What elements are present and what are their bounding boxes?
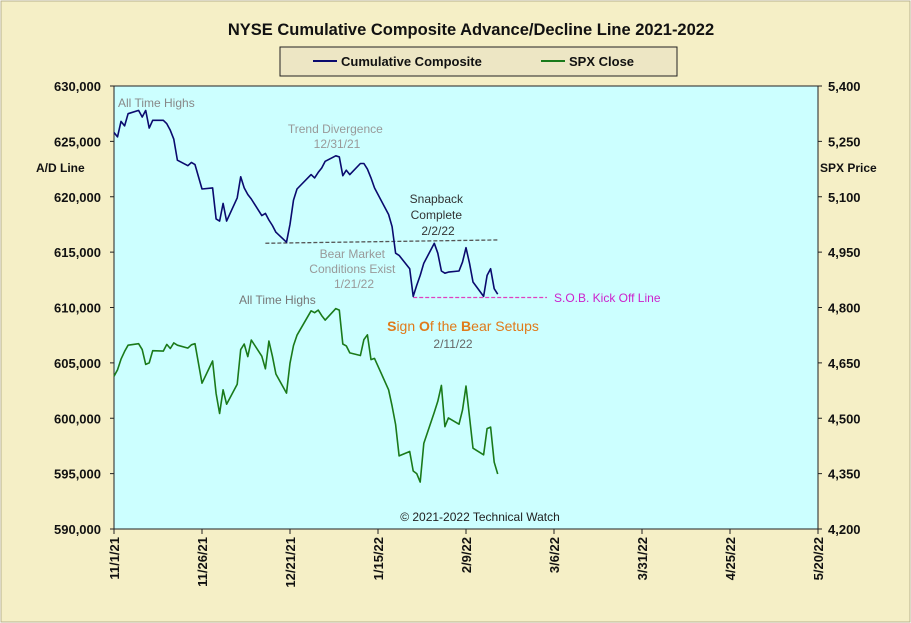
left-tick-label: 615,000 <box>54 245 101 260</box>
right-axis-label: SPX Price <box>820 161 877 175</box>
right-tick-label: 4,200 <box>828 522 861 537</box>
left-axis-ticks: 630,000 625,000 620,000 615,000 610,000 605,0… <box>54 79 114 537</box>
x-tick-label: 3/31/22 <box>635 537 650 580</box>
right-tick-label: 4,500 <box>828 411 861 426</box>
annotation-sob-kickoff-line: S.O.B. Kick Off Line <box>554 291 661 305</box>
left-tick-label: 630,000 <box>54 79 101 94</box>
right-tick-label: 5,100 <box>828 190 861 205</box>
left-tick-label: 610,000 <box>54 301 101 316</box>
annotations: All Time Highs Trend Divergence 12/31/21… <box>118 96 661 351</box>
sob-setups-seg: O <box>419 318 430 334</box>
left-axis-label: A/D Line <box>36 161 85 175</box>
right-tick-label: 4,650 <box>828 356 861 371</box>
left-tick-label: 625,000 <box>54 134 101 149</box>
sob-setups-seg: f the <box>430 318 461 334</box>
legend-label-composite: Cumulative Composite <box>341 54 482 69</box>
reference-lines <box>265 239 547 299</box>
sob-setups-seg: ign <box>396 318 419 334</box>
sob-setups-seg: B <box>461 318 471 334</box>
left-tick-label: 600,000 <box>54 411 101 426</box>
x-tick-label: 2/9/22 <box>459 537 474 573</box>
right-tick-label: 5,400 <box>828 79 861 94</box>
annotation-all-time-highs-mid: All Time Highs <box>239 293 316 307</box>
left-tick-label: 605,000 <box>54 356 101 371</box>
annotation-bear-market: Bear Market Conditions Exist 1/21/22 <box>309 247 398 291</box>
annotation-trend-divergence: Trend Divergence 12/31/21 <box>288 122 386 151</box>
series-line-cumulative-composite <box>113 109 499 298</box>
legend-label-spx: SPX Close <box>569 54 634 69</box>
right-tick-label: 4,950 <box>828 245 861 260</box>
series-lines <box>113 109 499 483</box>
left-tick-label: 590,000 <box>54 522 101 537</box>
sob-setups-seg: ear Setups <box>471 318 539 334</box>
x-tick-label: 5/20/22 <box>811 537 826 580</box>
series-line-spx-close <box>113 307 499 483</box>
x-tick-label: 11/1/21 <box>107 537 122 580</box>
right-axis-ticks: 5,400 5,250 5,100 4,950 4,800 4,650 4,500 4,350… <box>818 79 861 537</box>
x-tick-label: 1/15/22 <box>371 537 386 580</box>
annotation-sob-setups-date: 2/11/22 <box>433 337 472 351</box>
annotation-snapback: Snapback Complete 2/2/22 <box>410 192 467 238</box>
plot-area <box>113 85 819 530</box>
legend: Cumulative Composite SPX Close <box>279 46 678 77</box>
left-tick-label: 595,000 <box>54 467 101 482</box>
chart-title: NYSE Cumulative Composite Advance/Declin… <box>228 21 714 39</box>
annotation-sob-setups: Sign Of the Bear Setups <box>387 318 539 334</box>
copyright: © 2021-2022 Technical Watch <box>400 510 560 524</box>
divergence-reference-line <box>265 239 498 244</box>
x-tick-label: 11/26/21 <box>195 537 210 587</box>
sob-setups-seg: S <box>387 318 396 334</box>
left-tick-label: 620,000 <box>54 190 101 205</box>
annotation-all-time-highs-top: All Time Highs <box>118 96 195 110</box>
x-tick-label: 12/21/21 <box>283 537 298 588</box>
right-tick-label: 4,350 <box>828 467 861 482</box>
legend-box <box>279 46 678 77</box>
right-tick-label: 4,800 <box>828 301 861 316</box>
x-axis-ticks: 11/1/21 11/26/21 12/21/21 1/15/22 2/9/22 3/6/… <box>107 529 826 588</box>
x-tick-label: 4/25/22 <box>723 537 738 580</box>
x-tick-label: 3/6/22 <box>547 537 562 573</box>
right-tick-label: 5,250 <box>828 134 861 149</box>
